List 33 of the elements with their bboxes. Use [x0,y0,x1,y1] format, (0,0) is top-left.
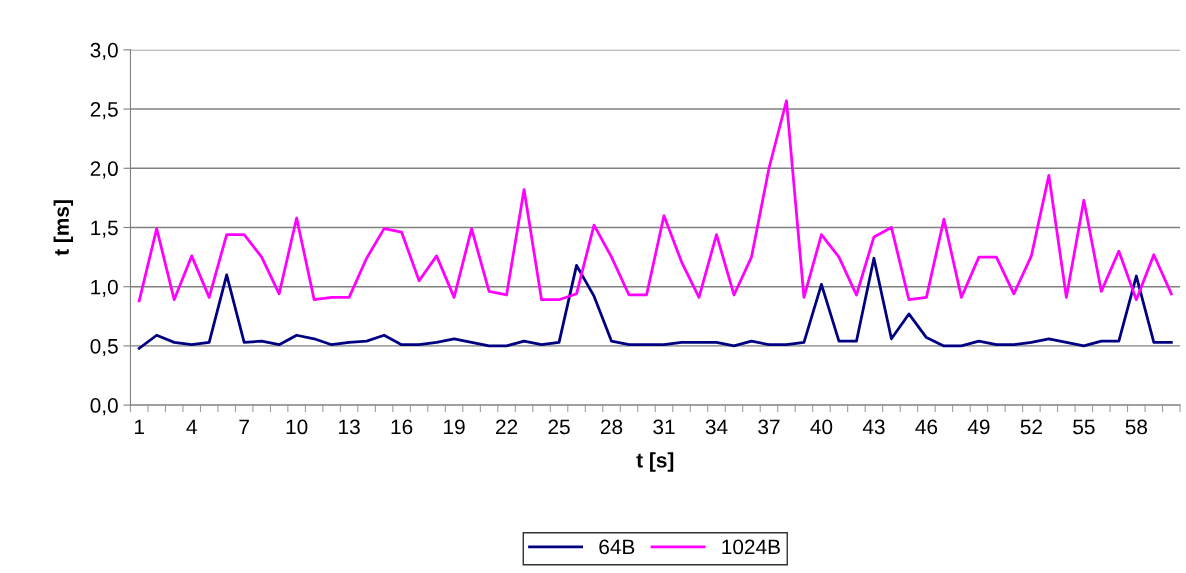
y-tick-label: 0,5 [90,338,118,357]
x-tick-label: 34 [705,419,728,435]
y-axis-title: t [ms] [53,200,74,256]
x-tick-label: 13 [339,419,360,435]
x-tick-label: 31 [653,419,675,435]
y-tick-label: 2,5 [90,102,118,120]
y-tick-label: 0,0 [90,398,118,416]
x-tick-label: 4 [186,419,197,435]
x-tick-label: 22 [496,419,518,435]
legend-label: 64B [599,539,635,555]
x-tick-label: 10 [286,419,308,435]
y-tick-label: 1,5 [91,220,118,238]
x-tick-label: 55 [1073,419,1095,435]
legend-label: 1024B [722,539,780,555]
x-tick-label: 37 [758,419,780,435]
x-tick-label: 16 [391,419,413,435]
x-tick-label: 43 [862,419,885,435]
y-tick-label: 2,0 [90,161,118,179]
x-tick-label: 25 [548,419,570,435]
x-axis-title: t [s] [636,452,674,472]
y-tick-label: 3,0 [90,42,118,61]
x-tick-label: 40 [810,419,833,435]
line-series [137,256,1173,350]
line-series [137,99,1173,303]
x-tick-label: 58 [1125,419,1148,435]
x-tick-label: 28 [600,419,623,435]
x-tick-label: 46 [915,419,938,435]
x-tick-label: 1 [135,419,144,435]
y-tick-label: 1,0 [91,279,118,297]
x-tick-label: 7 [239,419,249,435]
x-tick-label: 49 [967,419,990,435]
x-tick-label: 19 [444,419,465,435]
x-tick-label: 52 [1020,419,1042,435]
